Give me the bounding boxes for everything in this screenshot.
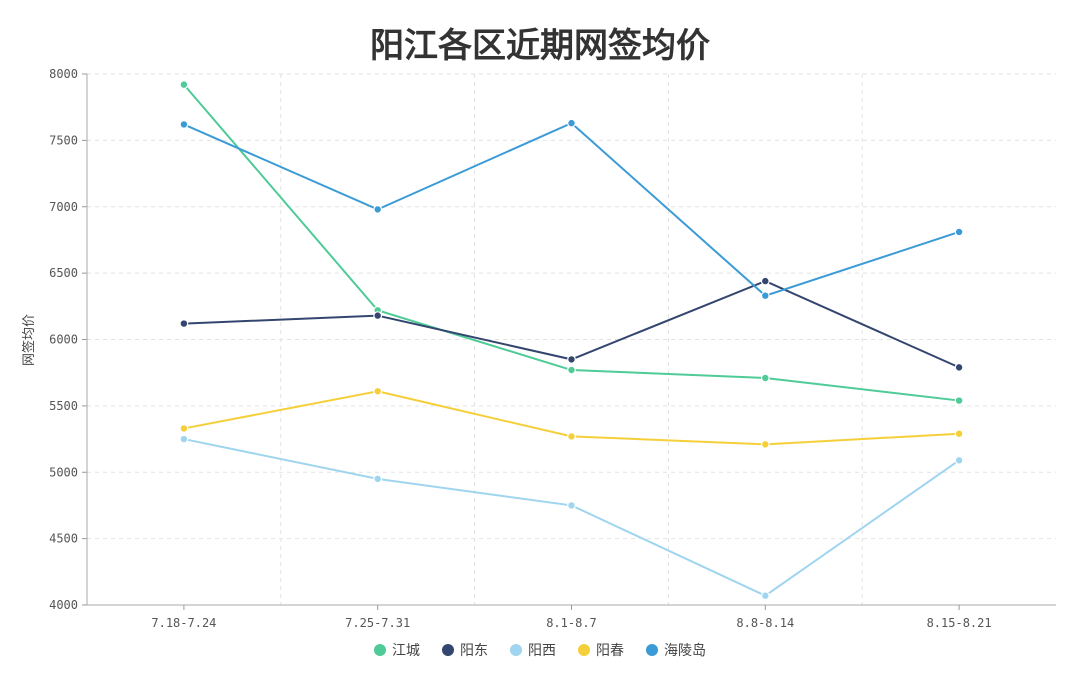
x-tick-label: 8.15-8.21 (927, 616, 992, 630)
series-point-1[interactable] (567, 355, 576, 364)
series-point-1[interactable] (760, 276, 770, 286)
series-point-2[interactable] (567, 501, 576, 510)
series-layer (179, 80, 964, 601)
series-point-4[interactable] (373, 205, 383, 214)
legend-item[interactable]: 阳西 (510, 640, 556, 660)
series-point-1[interactable] (954, 362, 964, 372)
series-point-4[interactable] (954, 227, 964, 237)
series-point-3[interactable] (954, 429, 964, 439)
legend-label: 阳西 (528, 643, 556, 659)
legend: 江城 阳东 阳西 阳春 海陵岛 (0, 640, 1080, 660)
series-point-3[interactable] (760, 439, 770, 449)
series-line-2 (183, 438, 960, 597)
y-tick-label: 7500 (49, 133, 78, 147)
legend-label: 阳春 (596, 643, 624, 659)
series-point-3[interactable] (179, 424, 189, 433)
legend-label: 阳东 (460, 643, 488, 659)
series-point-3[interactable] (373, 386, 383, 396)
legend-marker (374, 644, 386, 656)
y-axis-label: 网签均价 (21, 314, 37, 366)
series-line-4 (183, 121, 960, 297)
series-point-2[interactable] (954, 455, 964, 465)
legend-marker (510, 644, 522, 656)
series-point-0[interactable] (760, 373, 770, 383)
y-tick-label: 8000 (49, 67, 78, 81)
series-point-4[interactable] (179, 120, 189, 129)
x-tick-label: 8.1-8.7 (546, 616, 597, 630)
chart-title: 阳江各区近期网签均价 (370, 26, 710, 66)
legend-marker (442, 644, 454, 656)
legend-item[interactable]: 江城 (374, 640, 420, 660)
series-point-2[interactable] (373, 474, 383, 484)
x-tick-label: 8.8-8.14 (736, 616, 794, 630)
y-tick-label: 4000 (49, 598, 78, 612)
series-point-4[interactable] (760, 291, 770, 301)
series-point-0[interactable] (954, 396, 964, 405)
series-point-2[interactable] (760, 591, 770, 601)
legend-item[interactable]: 阳春 (578, 640, 624, 660)
y-tick-label: 7000 (49, 200, 78, 214)
series-point-4[interactable] (567, 118, 576, 128)
axis-layer: 4000 4500 5000 5500 6000 6500 7000 7500 8000 7.18… (49, 67, 1056, 630)
series-point-1[interactable] (179, 319, 189, 328)
legend-label: 江城 (392, 643, 420, 659)
x-tick-label: 7.18-7.24 (151, 616, 216, 630)
grid-layer (87, 73, 1056, 605)
y-tick-label: 4500 (49, 532, 78, 546)
legend-marker (646, 644, 658, 656)
series-line-1 (183, 280, 960, 369)
y-tick-label: 6000 (49, 333, 78, 347)
series-point-0[interactable] (567, 365, 576, 375)
y-tick-label: 6500 (49, 266, 78, 280)
x-tick-label: 7.25-7.31 (345, 616, 410, 630)
series-line-0 (183, 83, 960, 402)
legend-item[interactable]: 阳东 (442, 640, 488, 660)
legend-item[interactable]: 海陵岛 (646, 640, 706, 660)
series-point-3[interactable] (567, 432, 576, 441)
y-tick-label: 5500 (49, 399, 78, 413)
legend-label: 海陵岛 (664, 643, 706, 659)
series-point-0[interactable] (179, 80, 189, 90)
y-tick-label: 5000 (49, 465, 78, 479)
series-point-1[interactable] (373, 311, 383, 321)
series-point-2[interactable] (179, 434, 189, 444)
legend-marker (578, 644, 590, 656)
